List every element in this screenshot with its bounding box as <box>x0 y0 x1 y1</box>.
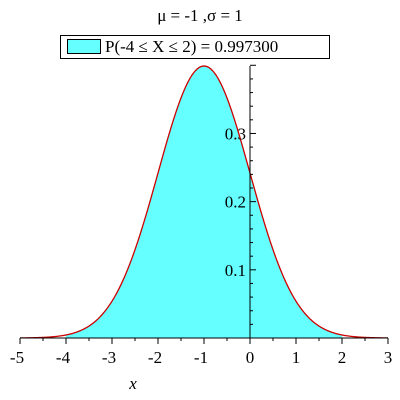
x-tick-label: -4 <box>56 348 71 367</box>
y-ticks: 0.1 0.2 0.3 <box>225 64 256 325</box>
x-tick-label: 0 <box>246 348 255 367</box>
shaded-area <box>66 66 342 338</box>
legend: P(-4 ≤ X ≤ 2) = 0.997300 <box>60 35 330 59</box>
y-tick-label: 0.3 <box>225 124 246 143</box>
legend-label: P(-4 ≤ X ≤ 2) = 0.997300 <box>105 37 279 56</box>
x-tick-label: 3 <box>384 348 393 367</box>
x-tick-label: 1 <box>292 348 301 367</box>
x-axis-label: x <box>128 374 137 393</box>
legend-swatch <box>67 39 101 54</box>
y-tick-label: 0.1 <box>225 261 246 280</box>
chart-title: μ = -1 ,σ = 1 <box>157 6 243 25</box>
x-tick-label: 2 <box>338 348 347 367</box>
x-tick-label: -3 <box>102 348 116 367</box>
density-curve <box>19 65 389 339</box>
x-tick-label: -2 <box>148 348 162 367</box>
x-tick-label: -5 <box>10 348 24 367</box>
x-tick-label: -1 <box>194 348 208 367</box>
y-tick-label: 0.2 <box>225 193 246 212</box>
x-ticks: -5 -4 -3 -2 -1 0 1 2 3 <box>10 338 392 367</box>
